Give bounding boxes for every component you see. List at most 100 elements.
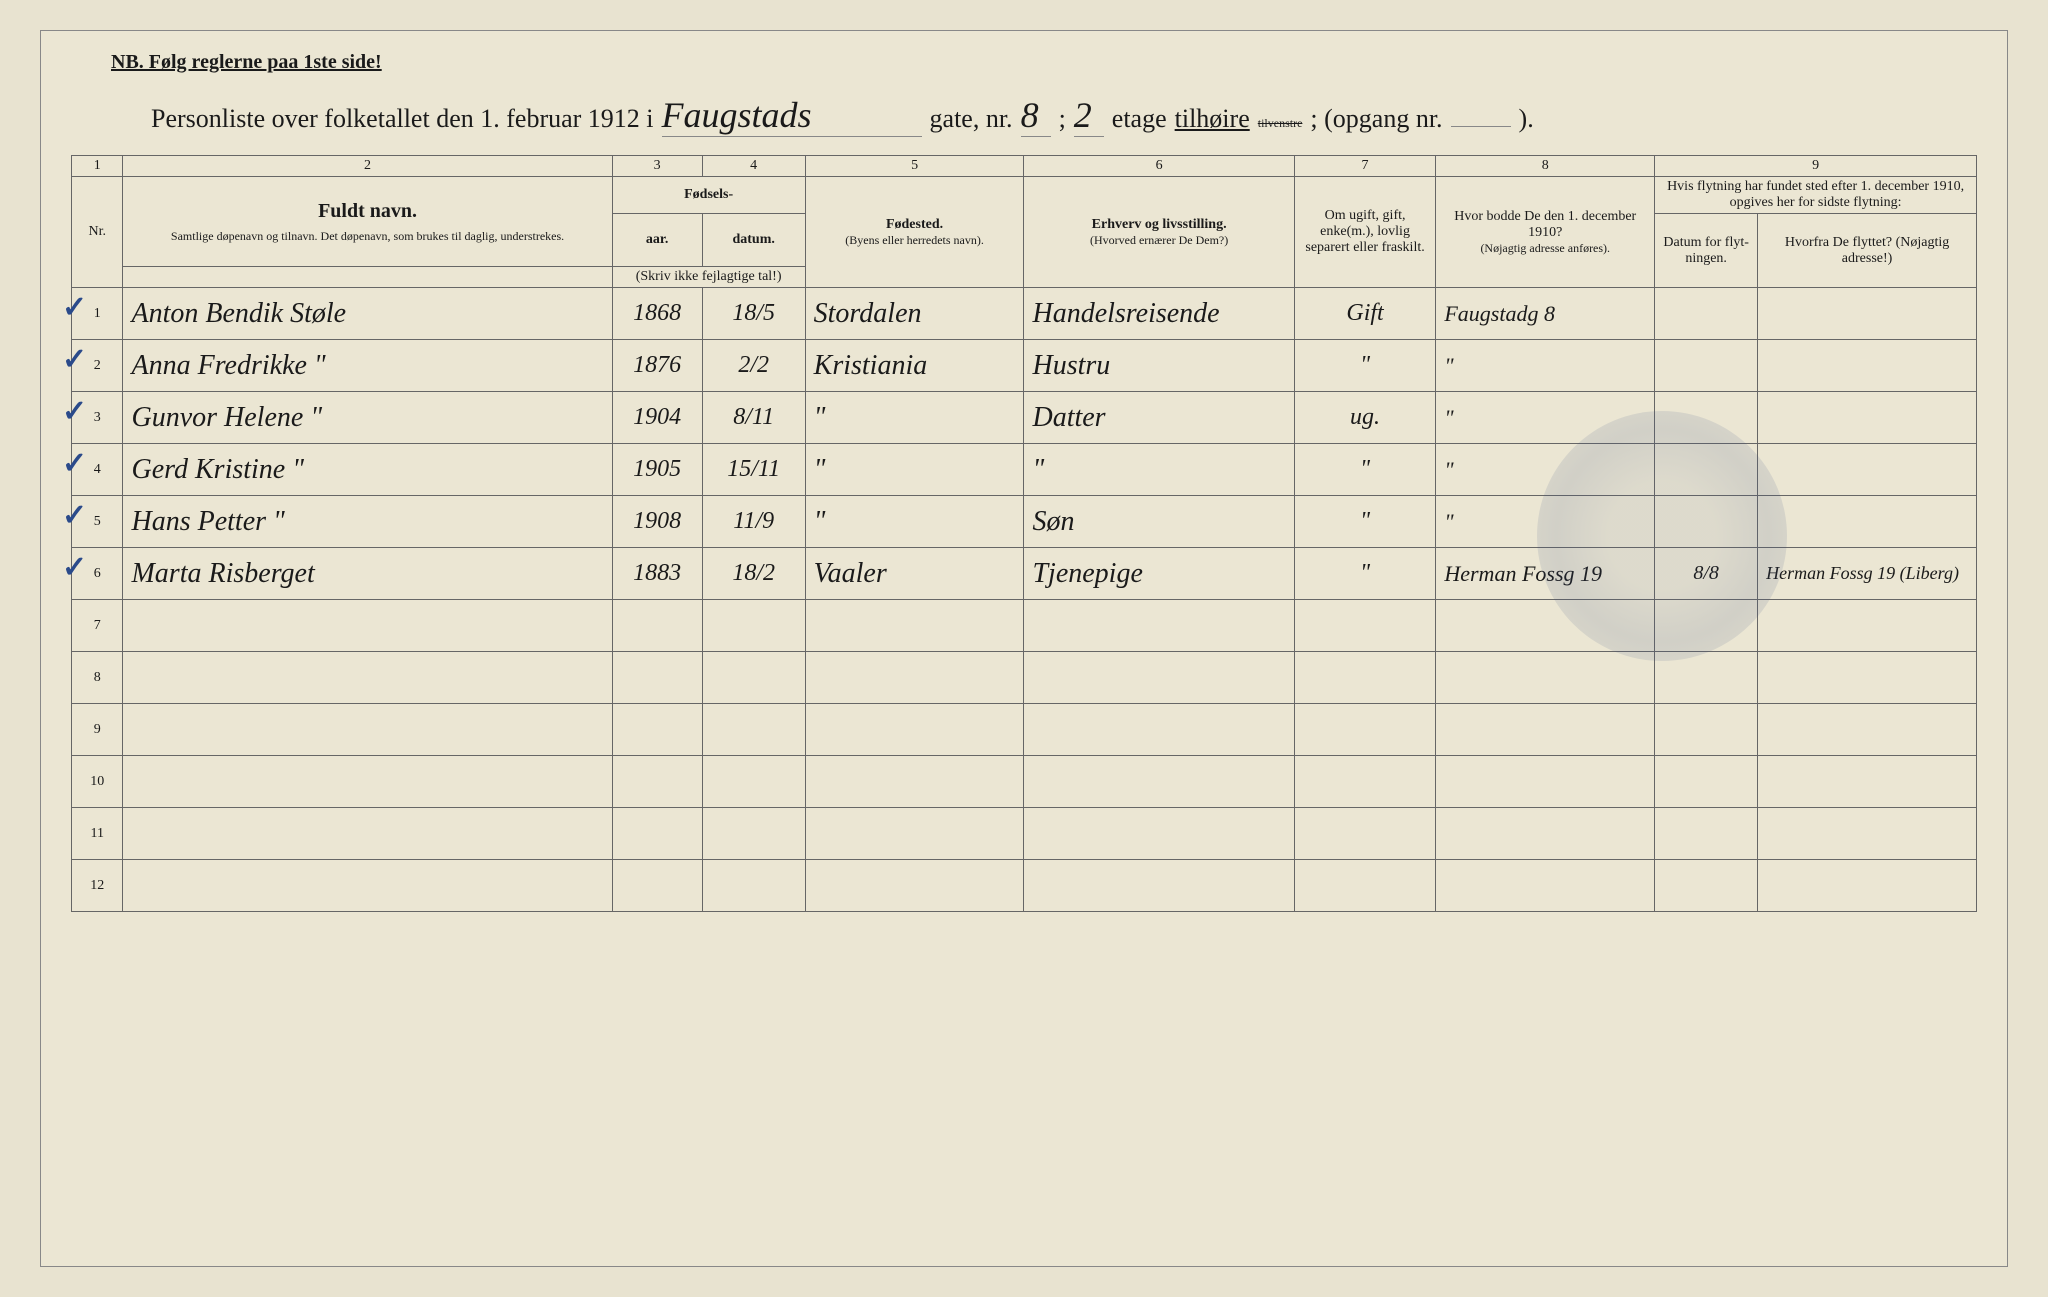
cell-sted xyxy=(805,756,1024,808)
cell-flyt-hvorfra xyxy=(1758,600,1977,652)
cell-flyt-hvorfra xyxy=(1758,652,1977,704)
table-row: ✓4Gerd Kristine "190515/11"""" xyxy=(72,444,1977,496)
colnum-7: 7 xyxy=(1294,156,1436,177)
hw-etage-nr: 2 xyxy=(1074,94,1104,137)
table-row: ✓2Anna Fredrikke "18762/2KristianiaHustr… xyxy=(72,340,1977,392)
cell-bodde xyxy=(1436,808,1655,860)
cell-flyt-datum xyxy=(1655,704,1758,756)
cell-erhverv xyxy=(1024,704,1294,756)
hdr-flyt-datum: Datum for flyt-ningen. xyxy=(1655,214,1758,288)
row-number: 10 xyxy=(72,756,123,808)
hdr-bodde-title: Hvor bodde De den 1. december 1910? xyxy=(1440,209,1650,241)
colnum-row: 1 2 3 4 5 6 7 8 9 xyxy=(72,156,1977,177)
cell-erhverv: Hustru xyxy=(1024,340,1294,392)
cell-aar: 1868 xyxy=(612,288,702,340)
hdr-nr: Nr. xyxy=(72,177,123,288)
hdr-name-empty xyxy=(123,267,612,288)
cell-erhverv xyxy=(1024,860,1294,912)
table-row: ✓3Gunvor Helene "19048/11"Datterug." xyxy=(72,392,1977,444)
cell-stat: " xyxy=(1294,548,1436,600)
cell-stat: " xyxy=(1294,340,1436,392)
table-row: 9 xyxy=(72,704,1977,756)
check-mark: ✓ xyxy=(62,290,87,325)
table-row: 7 xyxy=(72,600,1977,652)
cell-sted xyxy=(805,704,1024,756)
gate-label: gate, nr. xyxy=(930,104,1013,134)
census-table: 1 2 3 4 5 6 7 8 9 Nr. Fuldt navn. Samtli… xyxy=(71,155,1977,912)
row-number: ✓3 xyxy=(72,392,123,444)
cell-flyt-datum xyxy=(1655,860,1758,912)
row-number: ✓5 xyxy=(72,496,123,548)
cell-bodde xyxy=(1436,600,1655,652)
cell-sted: " xyxy=(805,392,1024,444)
cell-stat: ug. xyxy=(1294,392,1436,444)
hdr-erhverv-title: Erhverv og livsstilling. xyxy=(1028,217,1289,233)
cell-stat xyxy=(1294,652,1436,704)
cell-datum xyxy=(702,756,805,808)
check-mark: ✓ xyxy=(62,394,87,429)
cell-aar: 1904 xyxy=(612,392,702,444)
table-row: ✓6Marta Risberget188318/2VaalerTjenepige… xyxy=(72,548,1977,600)
cell-erhverv xyxy=(1024,600,1294,652)
hdr-erhverv-sub: (Hvorved ernærer De Dem?) xyxy=(1028,233,1289,248)
hdr-name: Fuldt navn. Samtlige døpenavn og tilnavn… xyxy=(123,177,612,267)
cell-sted xyxy=(805,860,1024,912)
cell-name xyxy=(123,652,612,704)
check-mark: ✓ xyxy=(62,550,87,585)
title-prefix: Personliste over folketallet den 1. febr… xyxy=(151,104,654,134)
cell-flyt-hvorfra xyxy=(1758,392,1977,444)
cell-datum xyxy=(702,704,805,756)
cell-flyt-datum xyxy=(1655,392,1758,444)
check-mark: ✓ xyxy=(62,446,87,481)
cell-stat xyxy=(1294,600,1436,652)
cell-flyt-datum xyxy=(1655,756,1758,808)
cell-datum: 11/9 xyxy=(702,496,805,548)
cell-erhverv: Tjenepige xyxy=(1024,548,1294,600)
hw-opgang xyxy=(1451,126,1511,127)
cell-sted xyxy=(805,652,1024,704)
header-row-1: Nr. Fuldt navn. Samtlige døpenavn og til… xyxy=(72,177,1977,214)
cell-sted: Stordalen xyxy=(805,288,1024,340)
cell-sted xyxy=(805,808,1024,860)
cell-name: Gerd Kristine " xyxy=(123,444,612,496)
cell-datum xyxy=(702,860,805,912)
cell-datum: 15/11 xyxy=(702,444,805,496)
hdr-aar-label: aar. xyxy=(646,232,668,247)
row-number: 8 xyxy=(72,652,123,704)
cell-stat xyxy=(1294,704,1436,756)
table-row: 10 xyxy=(72,756,1977,808)
colnum-5: 5 xyxy=(805,156,1024,177)
cell-name: Hans Petter " xyxy=(123,496,612,548)
cell-aar xyxy=(612,860,702,912)
cell-flyt-hvorfra xyxy=(1758,808,1977,860)
hdr-bodde-sub: (Nøjagtig adresse anføres). xyxy=(1440,241,1650,256)
cell-sted: Kristiania xyxy=(805,340,1024,392)
cell-flyt-datum xyxy=(1655,652,1758,704)
cell-bodde: Faugstadg 8 xyxy=(1436,288,1655,340)
tilhoire: tilhøire xyxy=(1175,104,1250,134)
table-head: 1 2 3 4 5 6 7 8 9 Nr. Fuldt navn. Samtli… xyxy=(72,156,1977,288)
hdr-aar-sub: (Skriv ikke fejlagtige tal!) xyxy=(612,267,805,288)
cell-stat xyxy=(1294,756,1436,808)
cell-name xyxy=(123,704,612,756)
cell-flyt-hvorfra: Herman Fossg 19 (Liberg) xyxy=(1758,548,1977,600)
cell-datum: 18/5 xyxy=(702,288,805,340)
hdr-datum: datum. xyxy=(702,214,805,267)
cell-erhverv: " xyxy=(1024,444,1294,496)
cell-datum xyxy=(702,652,805,704)
cell-bodde: Herman Fossg 19 xyxy=(1436,548,1655,600)
cell-flyt-hvorfra xyxy=(1758,704,1977,756)
cell-sted: " xyxy=(805,444,1024,496)
cell-flyt-datum xyxy=(1655,496,1758,548)
cell-datum: 18/2 xyxy=(702,548,805,600)
cell-flyt-datum xyxy=(1655,288,1758,340)
cell-flyt-datum xyxy=(1655,340,1758,392)
cell-erhverv: Datter xyxy=(1024,392,1294,444)
cell-bodde: " xyxy=(1436,340,1655,392)
cell-flyt-datum xyxy=(1655,808,1758,860)
check-mark: ✓ xyxy=(62,498,87,533)
semicolon: ; xyxy=(1059,104,1066,134)
cell-stat: Gift xyxy=(1294,288,1436,340)
hdr-aar: aar. xyxy=(612,214,702,267)
row-number: ✓2 xyxy=(72,340,123,392)
